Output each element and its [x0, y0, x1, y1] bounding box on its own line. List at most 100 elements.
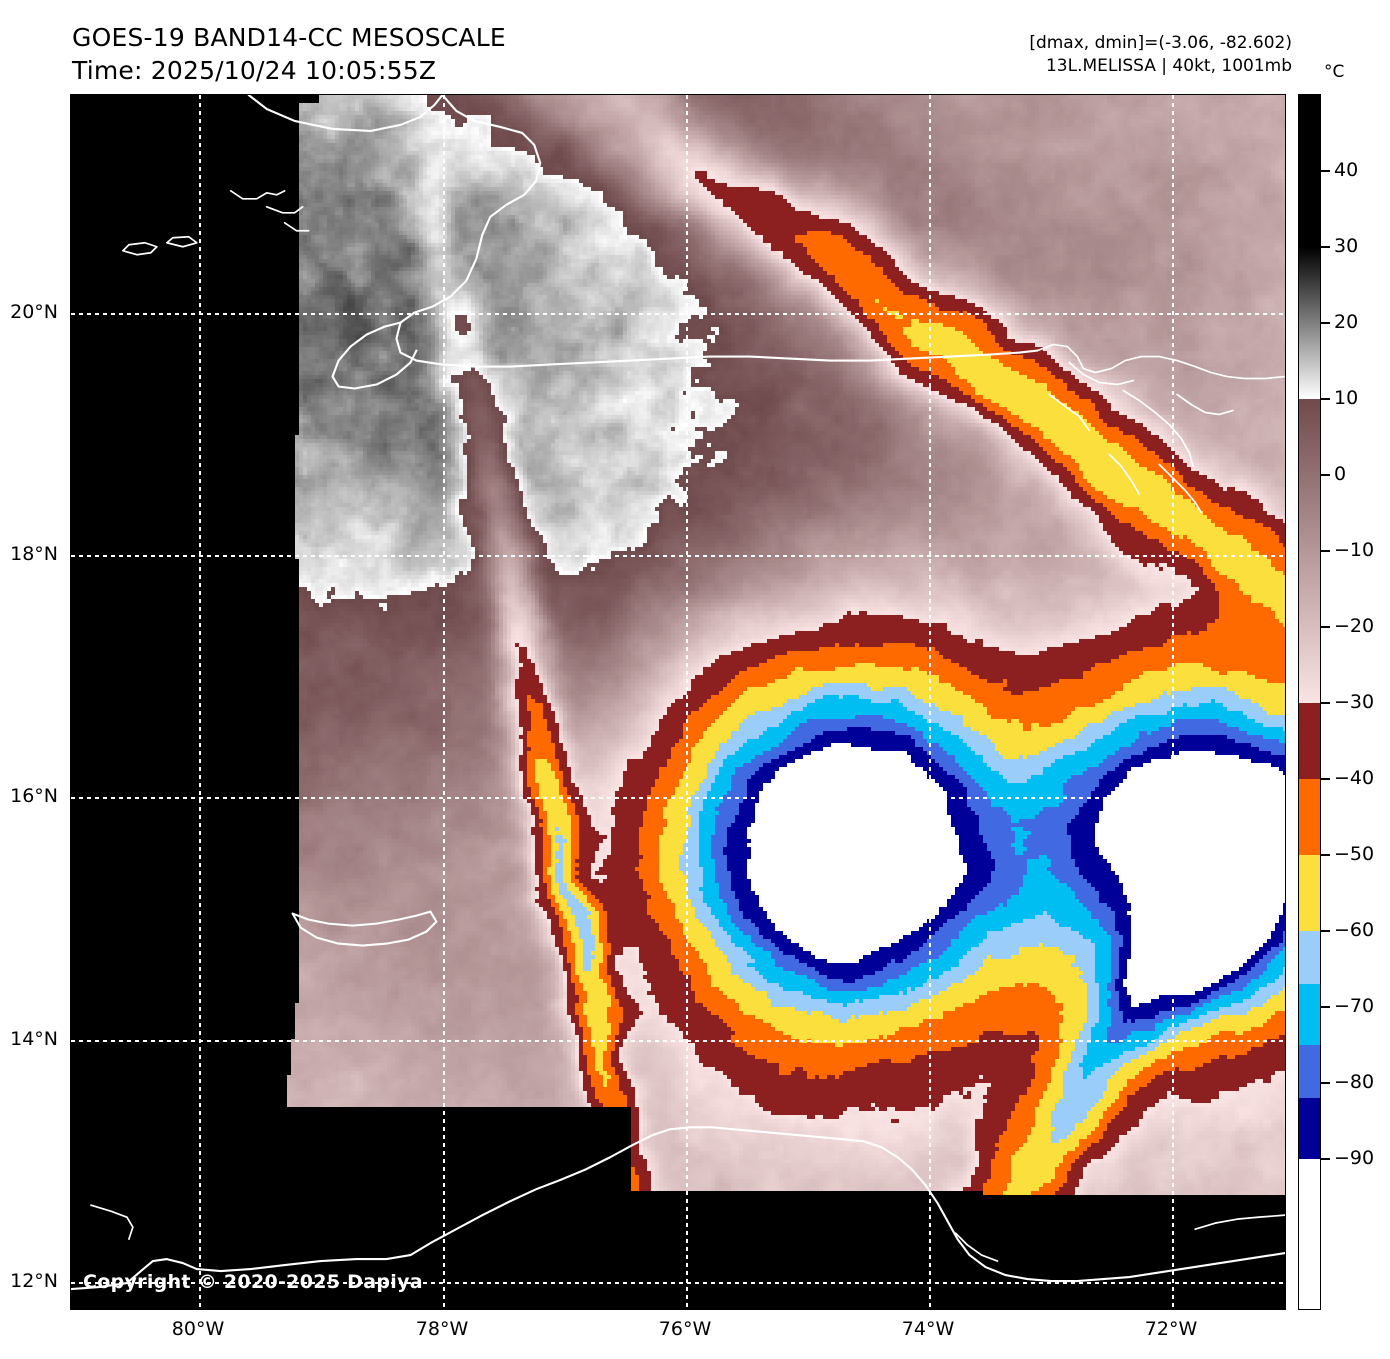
raster-cell [659, 95, 663, 99]
raster-cell [687, 95, 691, 99]
raster-cell [327, 95, 331, 99]
satellite-image-plot[interactable]: Copyright © 2020-2025 Dapiya [70, 94, 1286, 1310]
raster-cell [479, 95, 483, 99]
raster-cell [423, 95, 427, 99]
page-title: GOES-19 BAND14-CC MESOSCALE [72, 22, 506, 55]
raster-cell [599, 95, 603, 99]
raster-cell [363, 95, 371, 99]
raster-cell [491, 95, 495, 99]
raster-cell [431, 95, 443, 99]
colorbar-unit-label: °C [1324, 62, 1344, 82]
raster-cell [463, 95, 467, 99]
raster-cell [603, 95, 607, 99]
raster-cell [675, 95, 679, 99]
raster-cell [387, 95, 391, 99]
raster-cell [415, 95, 419, 99]
raster-cell [527, 95, 531, 99]
raster-cell [563, 95, 567, 99]
raster-cell [523, 95, 527, 99]
raster-cell [359, 95, 363, 99]
raster-cell [487, 95, 491, 99]
raster-cell [775, 95, 779, 99]
raster-cell [727, 95, 731, 99]
raster-cell [575, 95, 579, 99]
title-block: GOES-19 BAND14-CC MESOSCALE Time: 2025/1… [72, 22, 506, 87]
raster-cell [519, 95, 523, 99]
raster-cell [331, 95, 335, 99]
raster-cell [691, 95, 695, 99]
raster-cell [787, 95, 791, 99]
raster-cell [611, 95, 615, 99]
raster-cell [407, 95, 411, 99]
raster-cell [763, 95, 767, 99]
raster-cell [335, 95, 343, 99]
raster-cell [499, 95, 503, 99]
raster-cell [451, 95, 455, 99]
raster-cell [583, 95, 587, 99]
raster-cell [347, 95, 355, 99]
raster-cell [743, 95, 751, 99]
raster-cell [667, 95, 671, 99]
raster-cell [755, 95, 759, 99]
raster-cell [735, 95, 739, 99]
raster-cell [699, 95, 703, 99]
raster-cell [715, 95, 719, 99]
raster-cell [647, 95, 651, 99]
raster-cell [639, 95, 643, 99]
raster-cell [467, 95, 471, 99]
raster-cell [707, 95, 715, 99]
raster-cell [379, 95, 383, 99]
raster-cell [591, 95, 595, 99]
raster-cell [607, 95, 611, 99]
raster-cell [627, 95, 631, 99]
raster-cell [655, 95, 659, 99]
raster-cell [495, 95, 499, 99]
raster-cell [595, 95, 599, 99]
raster-cell [663, 95, 667, 99]
storm-info-label: 13L.MELISSA | 40kt, 1001mb [1029, 55, 1292, 78]
raster-cell [719, 95, 723, 99]
raster-cell [671, 95, 675, 99]
raster-cell [651, 95, 655, 99]
raster-cell [771, 95, 775, 99]
raster-cell [427, 95, 431, 99]
raster-cell [503, 95, 507, 99]
raster-cell [323, 95, 327, 99]
raster-cell [759, 95, 763, 99]
raster-cell [619, 95, 623, 99]
raster-cell [703, 95, 707, 99]
raster-cell [579, 95, 583, 99]
raster-cell [779, 95, 783, 99]
raster-cell [551, 95, 555, 99]
raster-cell [375, 95, 379, 99]
raster-cell [515, 95, 519, 99]
raster-cell [411, 95, 415, 99]
raster-cell [531, 95, 535, 99]
metadata-block: [dmax, dmin]=(-3.06, -82.602) 13L.MELISS… [1029, 32, 1292, 78]
raster-cell [419, 95, 423, 99]
raster-cell [535, 95, 539, 99]
raster-cell [587, 95, 591, 99]
raster-cell [371, 95, 375, 99]
raster-cell [383, 95, 387, 99]
raster-cell [447, 95, 451, 99]
raster-cell [643, 95, 647, 99]
raster-cell [723, 95, 727, 99]
raster-cell [623, 95, 627, 99]
raster-cell [635, 95, 639, 99]
timestamp-label: Time: 2025/10/24 10:05:55Z [72, 55, 506, 88]
raster-cell [399, 95, 403, 99]
raster-cell [539, 95, 551, 99]
raster-cell [695, 95, 699, 99]
raster-cell [683, 95, 687, 99]
raster-cell [475, 95, 479, 99]
raster-cell [507, 95, 511, 99]
raster-cell [767, 95, 771, 99]
raster-cell [403, 95, 407, 99]
raster-cell [471, 95, 475, 99]
raster-cell [783, 95, 787, 99]
raster-cell [319, 95, 323, 99]
raster-cell [559, 95, 563, 99]
raster-cell [555, 95, 559, 99]
raster-cell [739, 95, 743, 99]
